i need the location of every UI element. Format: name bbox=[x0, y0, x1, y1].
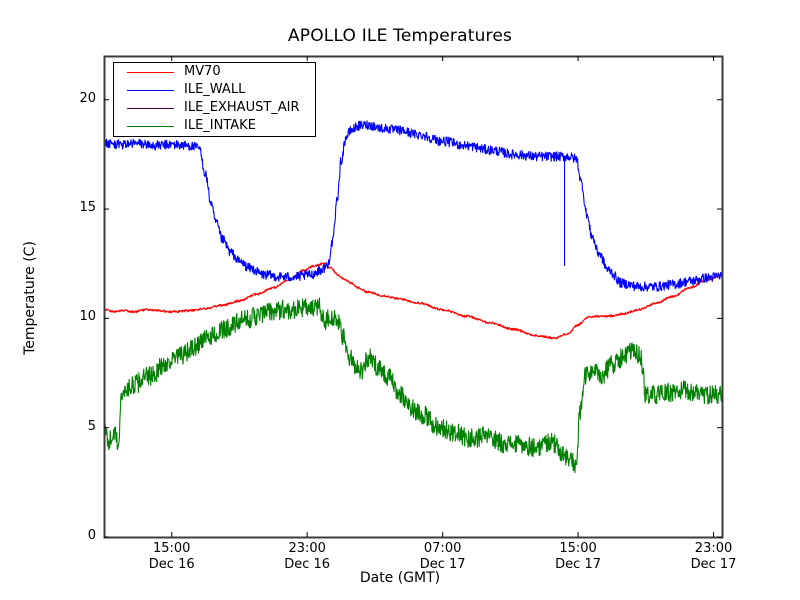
x-tick-label: 23:00 Dec 17 bbox=[654, 541, 774, 573]
x-tick-time: 23:00 bbox=[694, 541, 733, 556]
y-tick-label: 15 bbox=[79, 200, 96, 216]
legend-item-1: ILE_WALL bbox=[114, 82, 315, 99]
y-tick-label: 0 bbox=[87, 528, 96, 543]
legend-item-3: ILE_INTAKE bbox=[114, 118, 315, 135]
x-tick-date: Dec 17 bbox=[419, 557, 466, 572]
legend-swatch-line bbox=[127, 126, 174, 127]
legend: MV70 ILE_WALL ILE_EXHAUST_AIR ILE_INTAKE bbox=[113, 62, 316, 137]
y-tick-label: 5 bbox=[87, 418, 96, 434]
x-tick-label: 15:00 Dec 17 bbox=[518, 541, 638, 573]
series-ile-intake bbox=[103, 297, 723, 474]
legend-swatch-line bbox=[127, 108, 174, 109]
axes-frame bbox=[103, 55, 724, 539]
x-axis-label: Date (GMT) bbox=[359, 570, 441, 586]
x-tick-date: Dec 16 bbox=[284, 557, 331, 572]
legend-label: ILE_INTAKE bbox=[184, 118, 256, 133]
legend-swatch-line bbox=[127, 90, 174, 91]
legend-swatch-line bbox=[127, 72, 174, 73]
y-tick-label: 20 bbox=[79, 90, 96, 106]
x-tick-time: 15:00 bbox=[559, 541, 597, 556]
x-tick-time: 23:00 bbox=[288, 541, 326, 556]
x-tick-date: Dec 17 bbox=[555, 557, 601, 572]
series-mv70 bbox=[103, 262, 723, 340]
y-tick-label: 10 bbox=[79, 309, 96, 325]
x-tick-time: 15:00 bbox=[152, 541, 191, 556]
series-ile-wall bbox=[103, 120, 723, 292]
x-tick-time: 07:00 bbox=[423, 541, 462, 556]
x-tick-date: Dec 16 bbox=[148, 557, 195, 572]
x-tick-label: 07:00 Dec 17 bbox=[383, 541, 503, 573]
x-tick-label: 15:00 Dec 16 bbox=[112, 541, 232, 573]
x-tick-date: Dec 17 bbox=[690, 557, 737, 572]
y-axis-label: Temperature (C) bbox=[22, 241, 38, 355]
legend-label: ILE_WALL bbox=[184, 82, 246, 97]
chart-title: APOLLO ILE Temperatures bbox=[287, 26, 513, 46]
x-tick-label: 23:00 Dec 16 bbox=[247, 541, 367, 573]
legend-label: ILE_EXHAUST_AIR bbox=[184, 100, 300, 115]
legend-item-0: MV70 bbox=[114, 64, 315, 81]
legend-item-2: ILE_EXHAUST_AIR bbox=[114, 100, 315, 117]
legend-label: MV70 bbox=[184, 64, 221, 79]
